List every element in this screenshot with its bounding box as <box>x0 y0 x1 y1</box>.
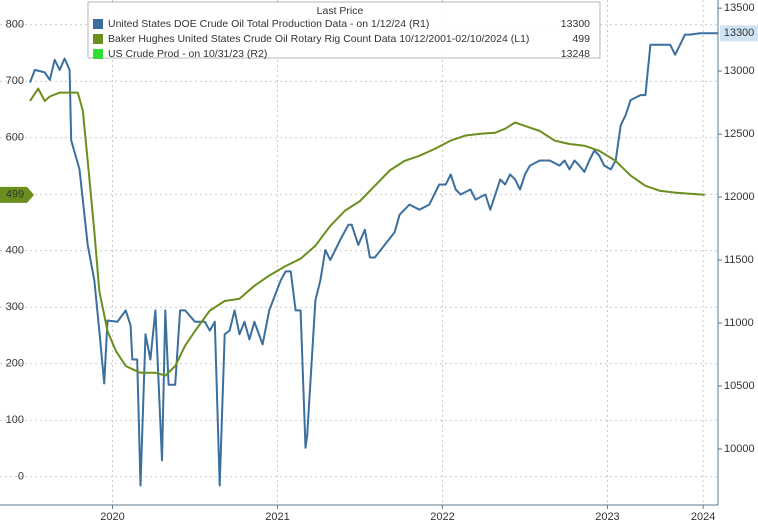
y2-tick-label: 10500 <box>724 380 755 392</box>
x-tick-label: 2023 <box>595 511 619 523</box>
last-value-tag <box>720 25 758 42</box>
y-tick-label: 200 <box>6 358 24 370</box>
y-tick-label: 400 <box>6 245 24 257</box>
legend-label: Baker Hughes United States Crude Oil Rot… <box>108 33 529 45</box>
legend-value: 13300 <box>561 18 590 30</box>
y2-tick-label: 13500 <box>724 2 755 14</box>
x-tick-label: 2022 <box>430 511 454 523</box>
x-tick-label: 2021 <box>265 511 289 523</box>
legend-value: 499 <box>572 33 590 45</box>
y-tick-label: 300 <box>6 301 24 313</box>
y2-tick-label: 11500 <box>724 254 754 266</box>
last-value-tag <box>0 186 34 203</box>
y-tick-label: 600 <box>6 132 24 144</box>
grid <box>0 0 718 505</box>
x-tick-label: 2020 <box>100 511 124 523</box>
legend-swatch <box>93 19 103 29</box>
plot-lines <box>29 32 718 487</box>
legend-swatch <box>93 34 103 44</box>
legend: Last Price United States DOE Crude Oil T… <box>87 1 601 60</box>
series-line <box>29 87 705 377</box>
legend-label: US Crude Prod - on 10/31/23 (R2) <box>108 48 267 60</box>
y2-tick-label: 11000 <box>724 317 754 329</box>
y2-tick-label: 12000 <box>724 191 755 203</box>
y2-tick-label: 10000 <box>724 443 755 455</box>
last-value-label: 499 <box>6 189 24 201</box>
y-tick-label: 800 <box>6 19 24 31</box>
y-tick-label: 0 <box>18 471 24 483</box>
last-value-label: 13300 <box>724 27 755 39</box>
legend-label: United States DOE Crude Oil Total Produc… <box>108 18 429 30</box>
legend-value: 13248 <box>561 48 590 60</box>
y-tick-label: 700 <box>6 75 24 87</box>
x-tick-label: 2024 <box>691 511 715 523</box>
y-tick-label: 100 <box>6 414 24 426</box>
y2-tick-label: 13000 <box>724 65 755 77</box>
y2-tick-label: 12500 <box>724 128 755 140</box>
legend-swatch <box>93 49 103 59</box>
legend-box <box>87 1 601 59</box>
legend-title: Last Price <box>317 5 364 17</box>
series-line <box>29 32 718 487</box>
